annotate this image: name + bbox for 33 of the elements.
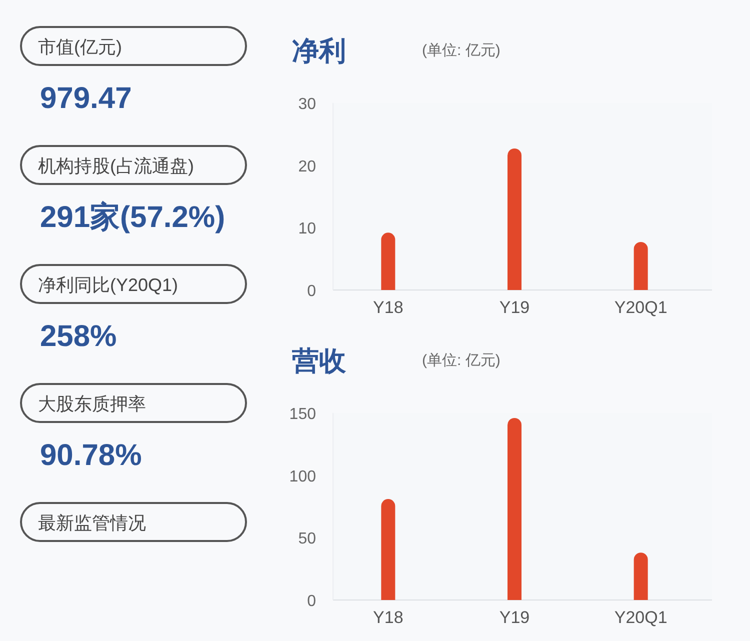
bar (634, 552, 648, 600)
bar (381, 499, 396, 600)
text: 258% (40, 320, 117, 353)
y-tick-label: 20 (298, 158, 316, 176)
chart-subtitle: (单位: 亿元) (422, 42, 500, 59)
x-tick-label: Y19 (499, 608, 530, 627)
chart-title: 净利 (292, 36, 346, 66)
text: 大股东质押率 (38, 394, 146, 414)
text: 最新监管情况 (38, 513, 146, 533)
text: 90.78% (40, 439, 142, 472)
bar (381, 232, 396, 290)
bar (634, 242, 648, 290)
text: 979.47 (40, 82, 132, 115)
text: 市值(亿元) (38, 37, 122, 57)
x-tick-label: Y20Q1 (614, 608, 668, 627)
chart-subtitle: (单位: 亿元) (422, 352, 500, 369)
y-tick-label: 0 (307, 593, 316, 610)
text: 净利同比(Y20Q1) (38, 275, 178, 295)
y-tick-label: 10 (298, 220, 316, 238)
y-tick-label: 150 (289, 406, 316, 423)
chart-title: 营收 (291, 346, 347, 376)
y-tick-label: 50 (298, 530, 316, 548)
x-tick-label: Y18 (373, 298, 404, 317)
x-tick-label: Y19 (499, 298, 530, 317)
text: 291家(57.2%) (40, 200, 226, 234)
x-tick-label: Y18 (373, 608, 404, 627)
y-tick-label: 30 (298, 96, 316, 113)
text: 机构持股(占流通盘) (38, 156, 194, 176)
x-tick-label: Y20Q1 (614, 298, 668, 317)
bar (508, 418, 522, 600)
y-tick-label: 0 (307, 283, 316, 300)
y-tick-label: 100 (289, 468, 316, 486)
bar (508, 148, 522, 290)
